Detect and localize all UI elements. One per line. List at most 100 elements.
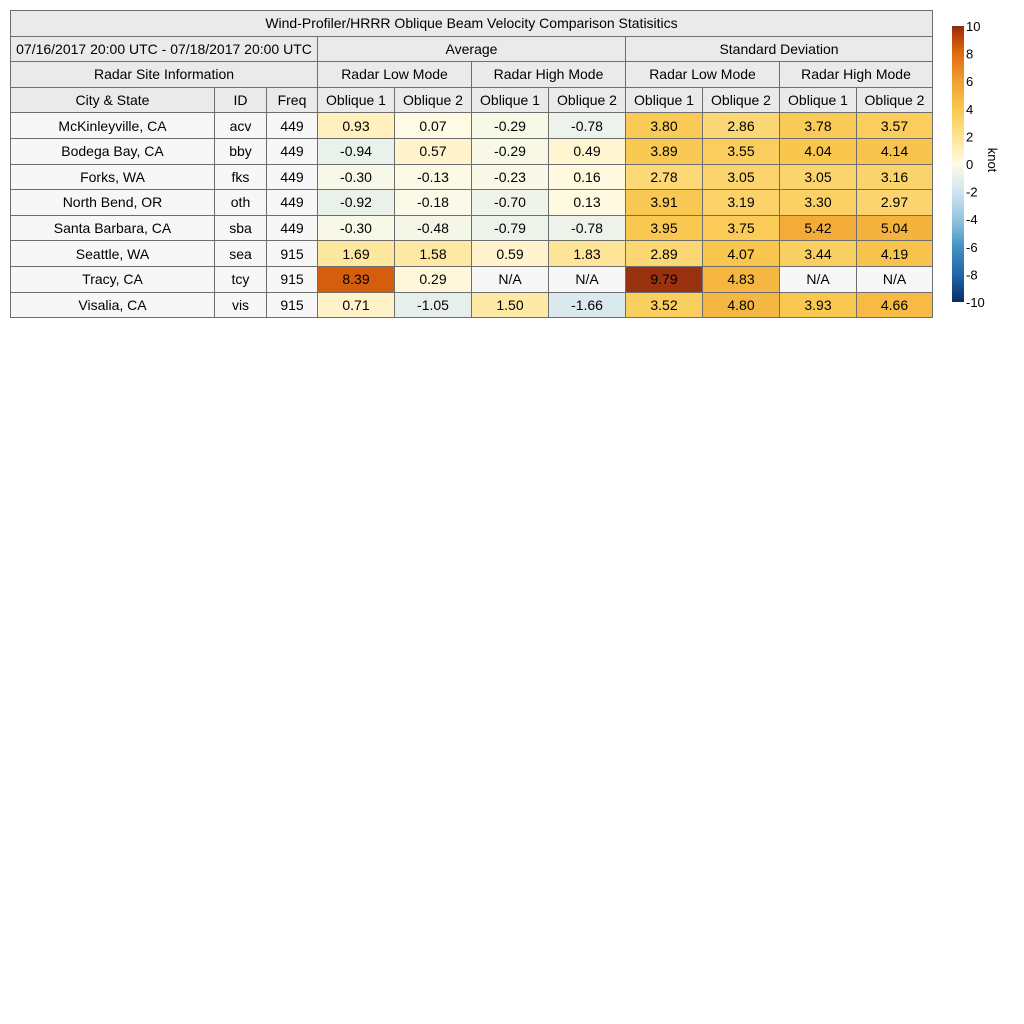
value-cell: N/A — [779, 265, 857, 293]
value-cell: N/A — [856, 265, 933, 293]
freq-cell: 449 — [266, 137, 318, 165]
colorbar-ticks: 10 8 6 4 2 0 -2 -4 -6 -8 -10 — [966, 19, 985, 310]
value-cell: -0.29 — [471, 137, 549, 165]
site-id-cell: sea — [214, 240, 267, 267]
value-cell: -0.30 — [317, 214, 395, 242]
site-id-cell: tcy — [214, 265, 267, 293]
value-cell: 3.89 — [625, 137, 703, 165]
value-cell: 3.30 — [779, 189, 857, 216]
city-cell: Forks, WA — [10, 163, 215, 191]
value-cell: 0.93 — [317, 112, 395, 139]
value-cell: -0.94 — [317, 137, 395, 165]
colorbar-tick-label: 6 — [966, 74, 973, 89]
value-cell: 4.07 — [702, 240, 780, 267]
column-header: Oblique 1 — [471, 86, 549, 114]
table-row: North Bend, OR oth 449 -0.92 -0.18 -0.70 0.13 3… — [10, 189, 933, 216]
freq-cell: 449 — [266, 214, 318, 242]
colorbar: 10 8 6 4 2 0 -2 -4 -6 -8 -10 knot — [952, 19, 1000, 310]
column-header: Oblique 2 — [394, 86, 472, 114]
column-header-row: City & State ID Freq Oblique 1 Oblique 2… — [10, 86, 933, 114]
colorbar-tick-label: 4 — [966, 102, 973, 117]
freq-cell: 449 — [266, 112, 318, 139]
column-header: ID — [214, 86, 267, 114]
value-cell: 3.05 — [779, 163, 857, 191]
value-cell: 4.19 — [856, 240, 933, 267]
value-cell: 5.04 — [856, 214, 933, 242]
value-cell: -0.18 — [394, 189, 472, 216]
colorbar-tick-label: -4 — [966, 212, 978, 227]
value-cell: 4.14 — [856, 137, 933, 165]
value-cell: 3.52 — [625, 291, 703, 319]
value-cell: 3.57 — [856, 112, 933, 139]
value-cell: 8.39 — [317, 265, 395, 293]
value-cell: 0.13 — [548, 189, 626, 216]
freq-cell: 449 — [266, 163, 318, 191]
value-cell: 0.49 — [548, 137, 626, 165]
value-cell: 0.07 — [394, 112, 472, 139]
column-header: Freq — [266, 86, 318, 114]
value-cell: 1.50 — [471, 291, 549, 319]
value-cell: 1.58 — [394, 240, 472, 267]
value-cell: N/A — [548, 265, 626, 293]
value-cell: 2.86 — [702, 112, 780, 139]
value-cell: 9.79 — [625, 265, 703, 293]
city-cell: Tracy, CA — [10, 265, 215, 293]
value-cell: 4.83 — [702, 265, 780, 293]
freq-cell: 915 — [266, 240, 318, 267]
table-row: Forks, WA fks 449 -0.30 -0.13 -0.23 0.16 2.78 3.… — [10, 163, 933, 191]
table-row: Visalia, CA vis 915 0.71 -1.05 1.50 -1.66 3.52 4… — [10, 291, 933, 319]
value-cell: 0.57 — [394, 137, 472, 165]
value-cell: 4.04 — [779, 137, 857, 165]
column-header: Oblique 1 — [779, 86, 857, 114]
value-cell: 0.16 — [548, 163, 626, 191]
value-cell: 3.75 — [702, 214, 780, 242]
site-id-cell: fks — [214, 163, 267, 191]
value-cell: 3.78 — [779, 112, 857, 139]
title-row: Wind-Profiler/HRRR Oblique Beam Velocity… — [10, 10, 933, 37]
value-cell: 3.93 — [779, 291, 857, 319]
colorbar-tick-label: 0 — [966, 157, 973, 172]
date-range: 07/16/2017 20:00 UTC - 07/18/2017 20:00 … — [10, 35, 318, 63]
site-info-header: Radar Site Information — [10, 61, 318, 88]
table-row: Seattle, WA sea 915 1.69 1.58 0.59 1.83 2.89 4.0… — [10, 240, 933, 267]
value-cell: 3.55 — [702, 137, 780, 165]
colorbar-tick-label: -10 — [966, 295, 985, 310]
value-cell: 2.97 — [856, 189, 933, 216]
value-cell: -0.23 — [471, 163, 549, 191]
value-cell: -0.79 — [471, 214, 549, 242]
city-cell: Visalia, CA — [10, 291, 215, 319]
table-row: McKinleyville, CA acv 449 0.93 0.07 -0.29 -0.7… — [10, 112, 933, 139]
value-cell: 3.80 — [625, 112, 703, 139]
site-id-cell: acv — [214, 112, 267, 139]
avg-high-mode-header: Radar High Mode — [471, 61, 626, 88]
city-cell: North Bend, OR — [10, 189, 215, 216]
column-header: Oblique 2 — [548, 86, 626, 114]
value-cell: 1.83 — [548, 240, 626, 267]
value-cell: -0.48 — [394, 214, 472, 242]
site-id-cell: vis — [214, 291, 267, 319]
city-cell: Seattle, WA — [10, 240, 215, 267]
colorbar-tick-label: -8 — [966, 267, 978, 282]
value-cell: 3.44 — [779, 240, 857, 267]
value-cell: 2.78 — [625, 163, 703, 191]
value-cell: -0.78 — [548, 214, 626, 242]
value-cell: 0.59 — [471, 240, 549, 267]
value-cell: -0.30 — [317, 163, 395, 191]
std-dev-header: Standard Deviation — [625, 35, 933, 63]
value-cell: 0.29 — [394, 265, 472, 293]
colorbar-gradient — [952, 26, 964, 302]
std-high-mode-header: Radar High Mode — [779, 61, 933, 88]
value-cell: 4.80 — [702, 291, 780, 319]
value-cell: -0.78 — [548, 112, 626, 139]
value-cell: 5.42 — [779, 214, 857, 242]
value-cell: 3.05 — [702, 163, 780, 191]
value-cell: 3.16 — [856, 163, 933, 191]
city-cell: Santa Barbara, CA — [10, 214, 215, 242]
value-cell: -1.66 — [548, 291, 626, 319]
column-header: Oblique 2 — [702, 86, 780, 114]
std-low-mode-header: Radar Low Mode — [625, 61, 780, 88]
value-cell: -0.29 — [471, 112, 549, 139]
column-header: Oblique 1 — [317, 86, 395, 114]
table-row: Tracy, CA tcy 915 8.39 0.29 N/A N/A 9.79 4.83 N/A… — [10, 265, 933, 293]
value-cell: 2.89 — [625, 240, 703, 267]
